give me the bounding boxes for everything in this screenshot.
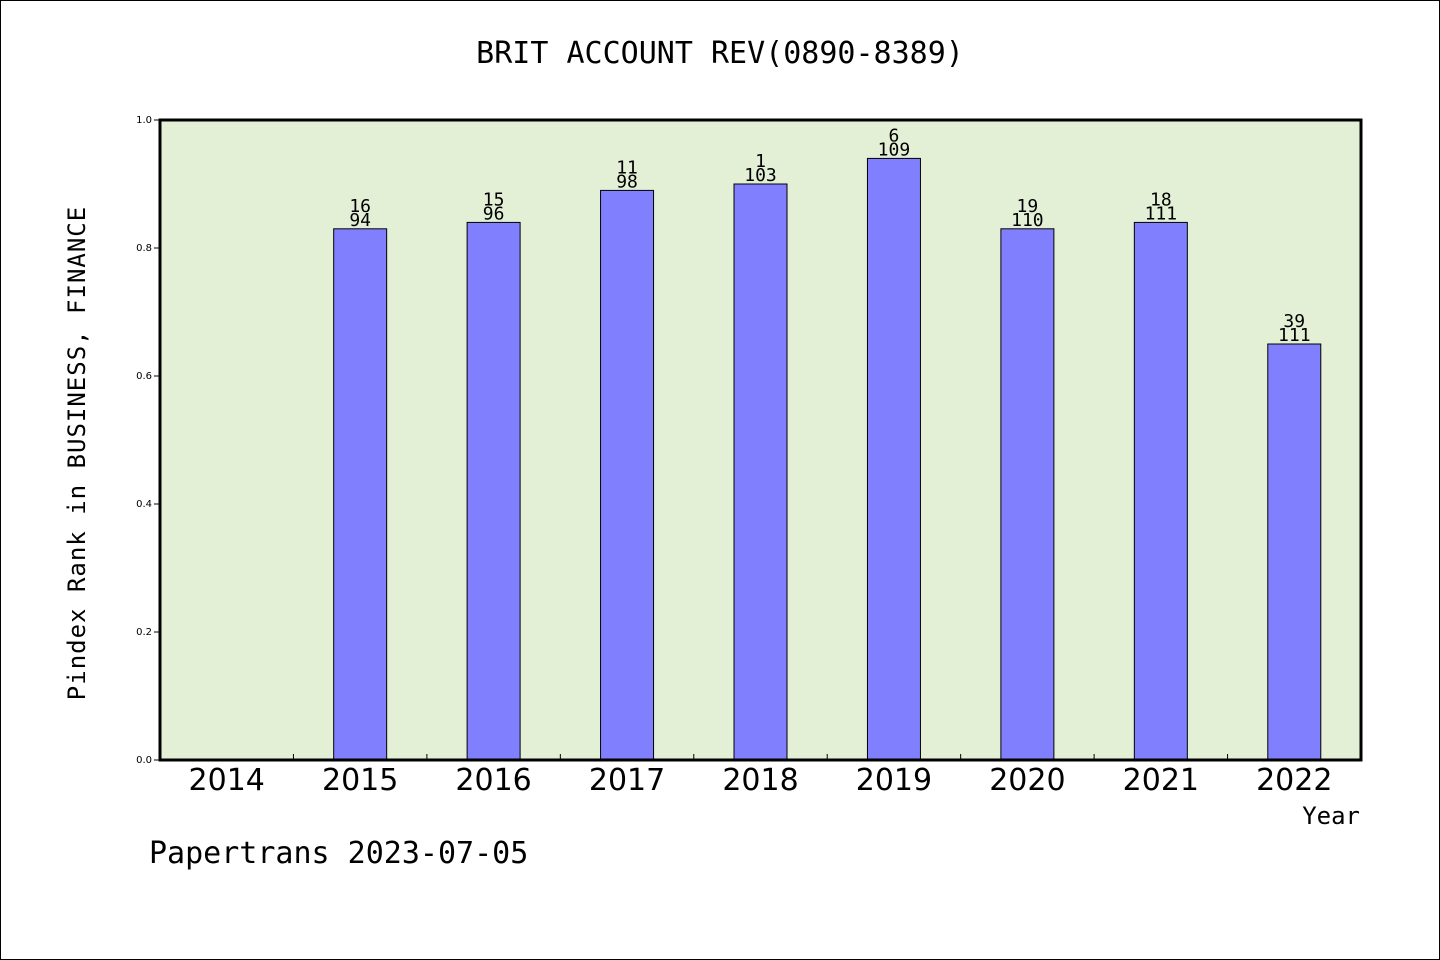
y-tick-label: 0.6 [136,371,152,382]
bar-total-label: 103 [744,165,777,186]
bar [1000,228,1055,761]
bar-total-label: 94 [349,210,371,231]
bar-total-label: 111 [1278,325,1311,346]
x-tick-label: 2016 [455,763,531,798]
bar [1133,221,1188,761]
bar-rank-label: 6 [889,125,900,146]
bar-total-label: 98 [616,171,638,192]
chart-title: BRIT ACCOUNT REV(0890-8389) [476,36,964,71]
footer-credit: Papertrans 2023-07-05 [149,836,529,871]
y-tick-label: 0.2 [136,627,152,638]
bar-total-label: 111 [1145,203,1178,224]
x-axis-ticks: 2014 2015 2016 2017 2018 2019 2020 2021 2022 [189,754,1332,798]
x-tick-label: 2017 [589,763,665,798]
x-tick-label: 2022 [1256,763,1332,798]
bar-rank-label: 1 [755,151,766,172]
x-tick-label: 2018 [722,763,798,798]
bar-total-label: 109 [878,139,911,160]
bar [333,228,388,761]
bar-total-label: 110 [1011,210,1044,231]
x-tick-label: 2019 [856,763,932,798]
x-axis-label: Year [1302,802,1360,830]
y-axis-ticks: 0.0 0.2 0.4 0.6 0.8 1.0 [136,115,160,766]
bar-rank-label: 16 [349,196,371,217]
bar-rank-label: 39 [1283,311,1305,332]
bar-rank-label: 19 [1017,196,1039,217]
bar [466,221,521,761]
y-tick-label: 0.0 [136,755,152,766]
x-tick-label: 2020 [989,763,1065,798]
x-tick-label: 2021 [1123,763,1199,798]
x-tick-label: 2014 [189,763,265,798]
bar-rank-label: 11 [616,157,638,178]
y-tick-label: 1.0 [136,115,152,126]
y-tick-label: 0.4 [136,499,152,510]
bar [600,189,655,761]
bar [1267,343,1322,761]
bar [733,183,788,761]
bar [866,157,921,761]
x-tick-label: 2015 [322,763,398,798]
y-tick-label: 0.8 [136,243,152,254]
plot-border [158,118,1363,762]
bar-rank-label: 18 [1150,189,1172,210]
bar-rank-label: 15 [483,189,505,210]
bar-total-label: 96 [483,203,505,224]
